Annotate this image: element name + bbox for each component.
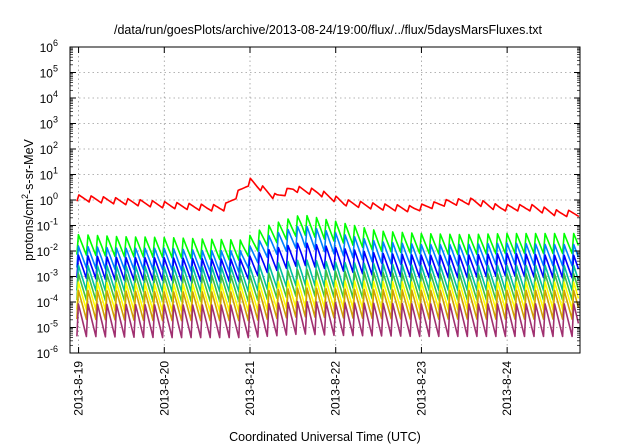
- x-tick-label: 2013-8-23: [414, 361, 428, 416]
- y-tick-exponent: 1: [53, 166, 58, 176]
- y-tick-label: 10-4: [37, 293, 58, 310]
- y-tick-base: 10: [37, 322, 51, 336]
- y-tick-exponent: -4: [50, 293, 58, 303]
- y-tick-label: 104: [40, 89, 58, 106]
- y-tick-base: 10: [37, 347, 51, 361]
- y-tick-label: 10-3: [37, 268, 58, 285]
- series-line-5: [76, 259, 580, 293]
- chart-title: /data/run/goesPlots/archive/2013-08-24/1…: [114, 23, 543, 37]
- y-tick-label: 10-5: [37, 319, 58, 336]
- y-tick-exponent: -5: [50, 319, 58, 329]
- series-line-1: [76, 177, 580, 218]
- y-tick-label: 100: [40, 191, 58, 208]
- series-line-3: [76, 225, 580, 273]
- y-tick-exponent: -2: [50, 242, 58, 252]
- y-tick-base: 10: [40, 143, 54, 157]
- y-tick-exponent: 5: [53, 64, 58, 74]
- y-tick-label: 103: [40, 115, 58, 132]
- series-line-4: [76, 242, 580, 283]
- y-tick-exponent: 2: [53, 140, 58, 150]
- x-tick-label: 2013-8-20: [157, 361, 171, 416]
- series-line-8: [76, 287, 580, 322]
- y-tick-base: 10: [40, 118, 54, 132]
- y-tick-label: 10-1: [37, 217, 58, 234]
- y-tick-exponent: -1: [50, 217, 58, 227]
- x-tick-label: 2013-8-21: [243, 361, 257, 416]
- grid-lines: [70, 47, 580, 353]
- y-tick-base: 10: [37, 245, 51, 259]
- y-axis-label-prefix: protons/cm: [22, 199, 36, 261]
- x-tick-label: 2013-8-24: [500, 361, 514, 416]
- x-tick-label: 2013-8-19: [72, 361, 86, 416]
- y-axis-label: protons/cm2-s-sr-MeV: [20, 138, 36, 260]
- y-tick-exponent: 4: [53, 89, 58, 99]
- x-axis-label: Coordinated Universal Time (UTC): [229, 430, 421, 444]
- y-tick-label: 102: [40, 140, 58, 157]
- y-tick-label: 10-2: [37, 242, 58, 259]
- y-tick-label: 105: [40, 64, 58, 81]
- y-tick-label: 10-6: [37, 344, 58, 361]
- y-axis-label-suffix: -s-sr-MeV: [22, 138, 36, 194]
- data-series: [76, 177, 580, 339]
- y-tick-label: 101: [40, 166, 58, 183]
- x-tick-label: 2013-8-22: [329, 361, 343, 416]
- y-tick-base: 10: [37, 271, 51, 285]
- y-tick-base: 10: [37, 296, 51, 310]
- y-tick-base: 10: [40, 92, 54, 106]
- y-axis-label-sup: 2: [20, 194, 30, 199]
- series-line-6: [76, 268, 580, 303]
- y-tick-base: 10: [40, 194, 54, 208]
- y-tick-base: 10: [40, 41, 54, 55]
- y-tick-exponent: 6: [53, 38, 58, 48]
- y-tick-label: 106: [40, 38, 58, 55]
- x-axis: 2013-8-19 2013-8-20 2013-8-21 2013-8-22 2013…: [72, 47, 514, 416]
- series-line-9: [76, 300, 580, 339]
- y-tick-exponent: -6: [50, 344, 58, 354]
- y-tick-base: 10: [40, 169, 54, 183]
- y-tick-base: 10: [37, 220, 51, 234]
- y-tick-exponent: 3: [53, 115, 58, 125]
- y-axis: 10-610-510-410-310-210-11001011021031041…: [37, 38, 580, 361]
- y-tick-base: 10: [40, 67, 54, 81]
- series-line-2: [76, 214, 580, 261]
- y-tick-exponent: -3: [50, 268, 58, 278]
- y-tick-exponent: 0: [53, 191, 58, 201]
- series-line-7: [76, 279, 580, 313]
